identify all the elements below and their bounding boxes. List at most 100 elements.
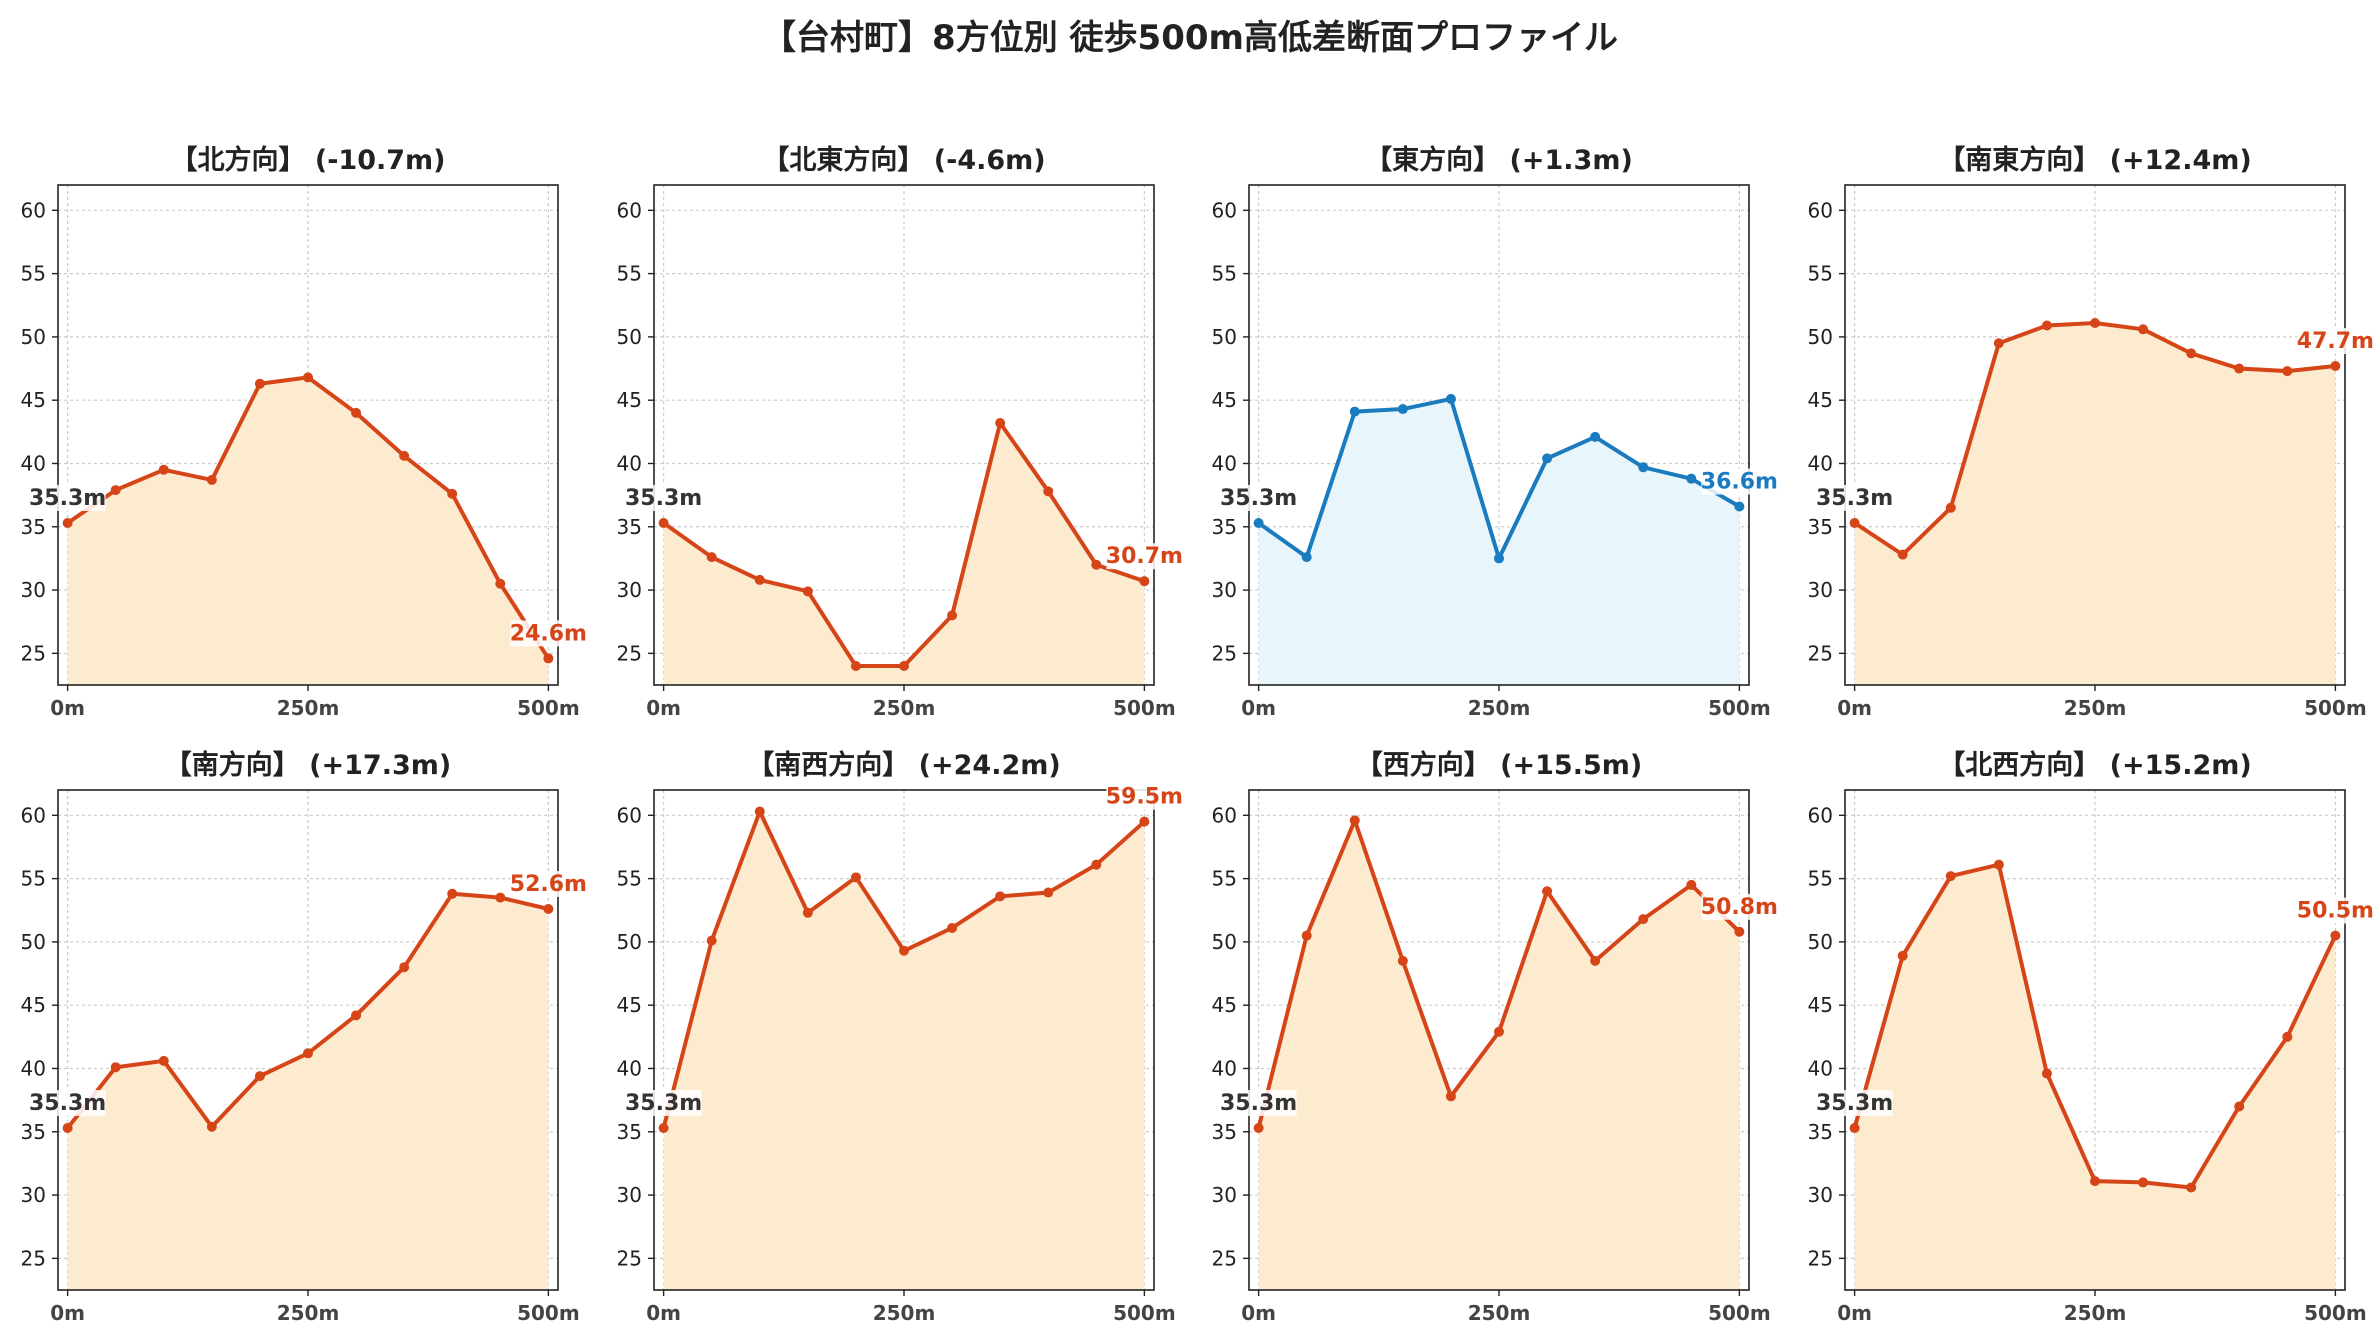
data-point: [351, 407, 362, 418]
end-label: 24.6m: [510, 621, 587, 646]
y-tick-label: 60: [617, 198, 642, 222]
y-tick-label: 40: [617, 1056, 642, 1080]
data-point: [158, 1055, 169, 1066]
data-point: [447, 488, 458, 499]
data-point: [2041, 1068, 2052, 1079]
y-tick-label: 25: [1212, 641, 1237, 665]
data-point: [1849, 517, 1860, 528]
y-tick-label: 35: [1212, 1120, 1237, 1144]
y-tick-label: 50: [617, 325, 642, 349]
y-tick-label: 55: [21, 867, 46, 891]
y-tick-label: 35: [21, 515, 46, 539]
y-tick-label: 30: [21, 1183, 46, 1207]
x-tick-label: 500m: [1113, 696, 1176, 720]
subplot-title: 【西方向】 (+15.5m): [1356, 749, 1642, 781]
subplot-3: 【南東方向】 (+12.4m) 25 30 35 40 45 50 55 60 0m 250m 500…: [1808, 144, 2374, 720]
data-point: [1349, 406, 1360, 417]
data-point: [2234, 1101, 2245, 1112]
data-point: [1301, 930, 1312, 941]
data-point: [1993, 338, 2004, 349]
data-point: [899, 945, 909, 956]
data-point: [947, 922, 958, 933]
x-tick-label: 0m: [1837, 696, 1872, 720]
subplot-title: 【北東方向】 (-4.6m): [762, 144, 1045, 176]
data-point: [1494, 553, 1504, 564]
x-tick-label: 250m: [2064, 696, 2127, 720]
y-tick-label: 50: [617, 930, 642, 954]
x-tick-label: 250m: [1468, 696, 1531, 720]
start-label-bg: [29, 1089, 106, 1116]
data-point: [754, 574, 765, 585]
area-fill: [663, 811, 1145, 1290]
y-tick-label: 40: [1808, 451, 1833, 475]
y-tick-label: 25: [617, 641, 642, 665]
data-point: [1590, 955, 1601, 966]
data-point: [1638, 462, 1649, 473]
data-point: [206, 474, 217, 485]
data-point: [303, 372, 313, 383]
y-tick-label: 45: [617, 993, 642, 1017]
subplot-title: 【南西方向】 (+24.2m): [747, 749, 1060, 781]
y-tick-label: 35: [1808, 1120, 1833, 1144]
y-tick-label: 40: [617, 451, 642, 475]
y-tick-label: 30: [1212, 1183, 1237, 1207]
x-tick-label: 500m: [517, 696, 580, 720]
x-tick-label: 250m: [873, 696, 936, 720]
y-tick-label: 45: [21, 388, 46, 412]
data-point: [1301, 552, 1312, 563]
y-tick-label: 40: [21, 451, 46, 475]
subplot-1: 【北東方向】 (-4.6m) 25 30 35 40 45 50 55 60 0m 250m 500m…: [617, 144, 1183, 720]
y-tick-label: 55: [1212, 867, 1237, 891]
x-tick-label: 0m: [646, 1301, 681, 1325]
y-tick-label: 35: [617, 515, 642, 539]
y-tick-label: 60: [1808, 803, 1833, 827]
end-label-bg: [1701, 893, 1778, 920]
y-tick-label: 55: [21, 262, 46, 286]
y-tick-label: 35: [1212, 515, 1237, 539]
data-point: [110, 1062, 121, 1073]
data-point: [2186, 1182, 2197, 1193]
y-tick-label: 45: [1808, 993, 1833, 1017]
data-point: [1349, 815, 1360, 826]
data-point: [206, 1121, 217, 1132]
start-label: 35.3m: [29, 1091, 106, 1116]
y-tick-label: 40: [1808, 1056, 1833, 1080]
data-point: [706, 935, 717, 946]
x-tick-label: 250m: [1468, 1301, 1531, 1325]
y-tick-label: 60: [1808, 198, 1833, 222]
y-tick-label: 30: [617, 1183, 642, 1207]
y-tick-label: 35: [21, 1120, 46, 1144]
data-point: [495, 578, 506, 589]
end-label: 50.5m: [2297, 899, 2374, 924]
data-point: [2090, 1176, 2100, 1187]
subplot-0: 【北方向】 (-10.7m) 25 30 35 40 45 50 55 60 0m 250m 500m…: [21, 144, 587, 720]
start-label-bg: [1816, 1089, 1893, 1116]
end-label-bg: [1106, 783, 1183, 810]
data-point: [850, 872, 861, 883]
end-label-bg: [510, 870, 587, 897]
data-point: [1734, 501, 1745, 512]
end-label: 36.6m: [1701, 470, 1778, 495]
start-label-bg: [1220, 484, 1297, 511]
end-label-bg: [510, 620, 587, 647]
y-tick-label: 25: [1808, 641, 1833, 665]
data-point: [2330, 930, 2341, 941]
subplot-title: 【南東方向】 (+12.4m): [1938, 144, 2251, 176]
y-tick-label: 40: [1212, 451, 1237, 475]
data-point: [995, 417, 1006, 428]
data-point: [1686, 473, 1697, 484]
data-point: [754, 806, 765, 817]
data-point: [399, 962, 410, 973]
data-point: [1849, 1122, 1860, 1133]
data-point: [2186, 348, 2197, 359]
data-point: [1734, 926, 1745, 937]
data-point: [1945, 871, 1956, 882]
data-point: [1043, 486, 1054, 497]
y-tick-label: 55: [1212, 262, 1237, 286]
data-point: [62, 517, 73, 528]
start-label: 35.3m: [1816, 486, 1893, 511]
start-label: 35.3m: [625, 1091, 702, 1116]
area-fill: [67, 377, 549, 685]
data-point: [658, 517, 669, 528]
y-tick-label: 25: [617, 1246, 642, 1270]
